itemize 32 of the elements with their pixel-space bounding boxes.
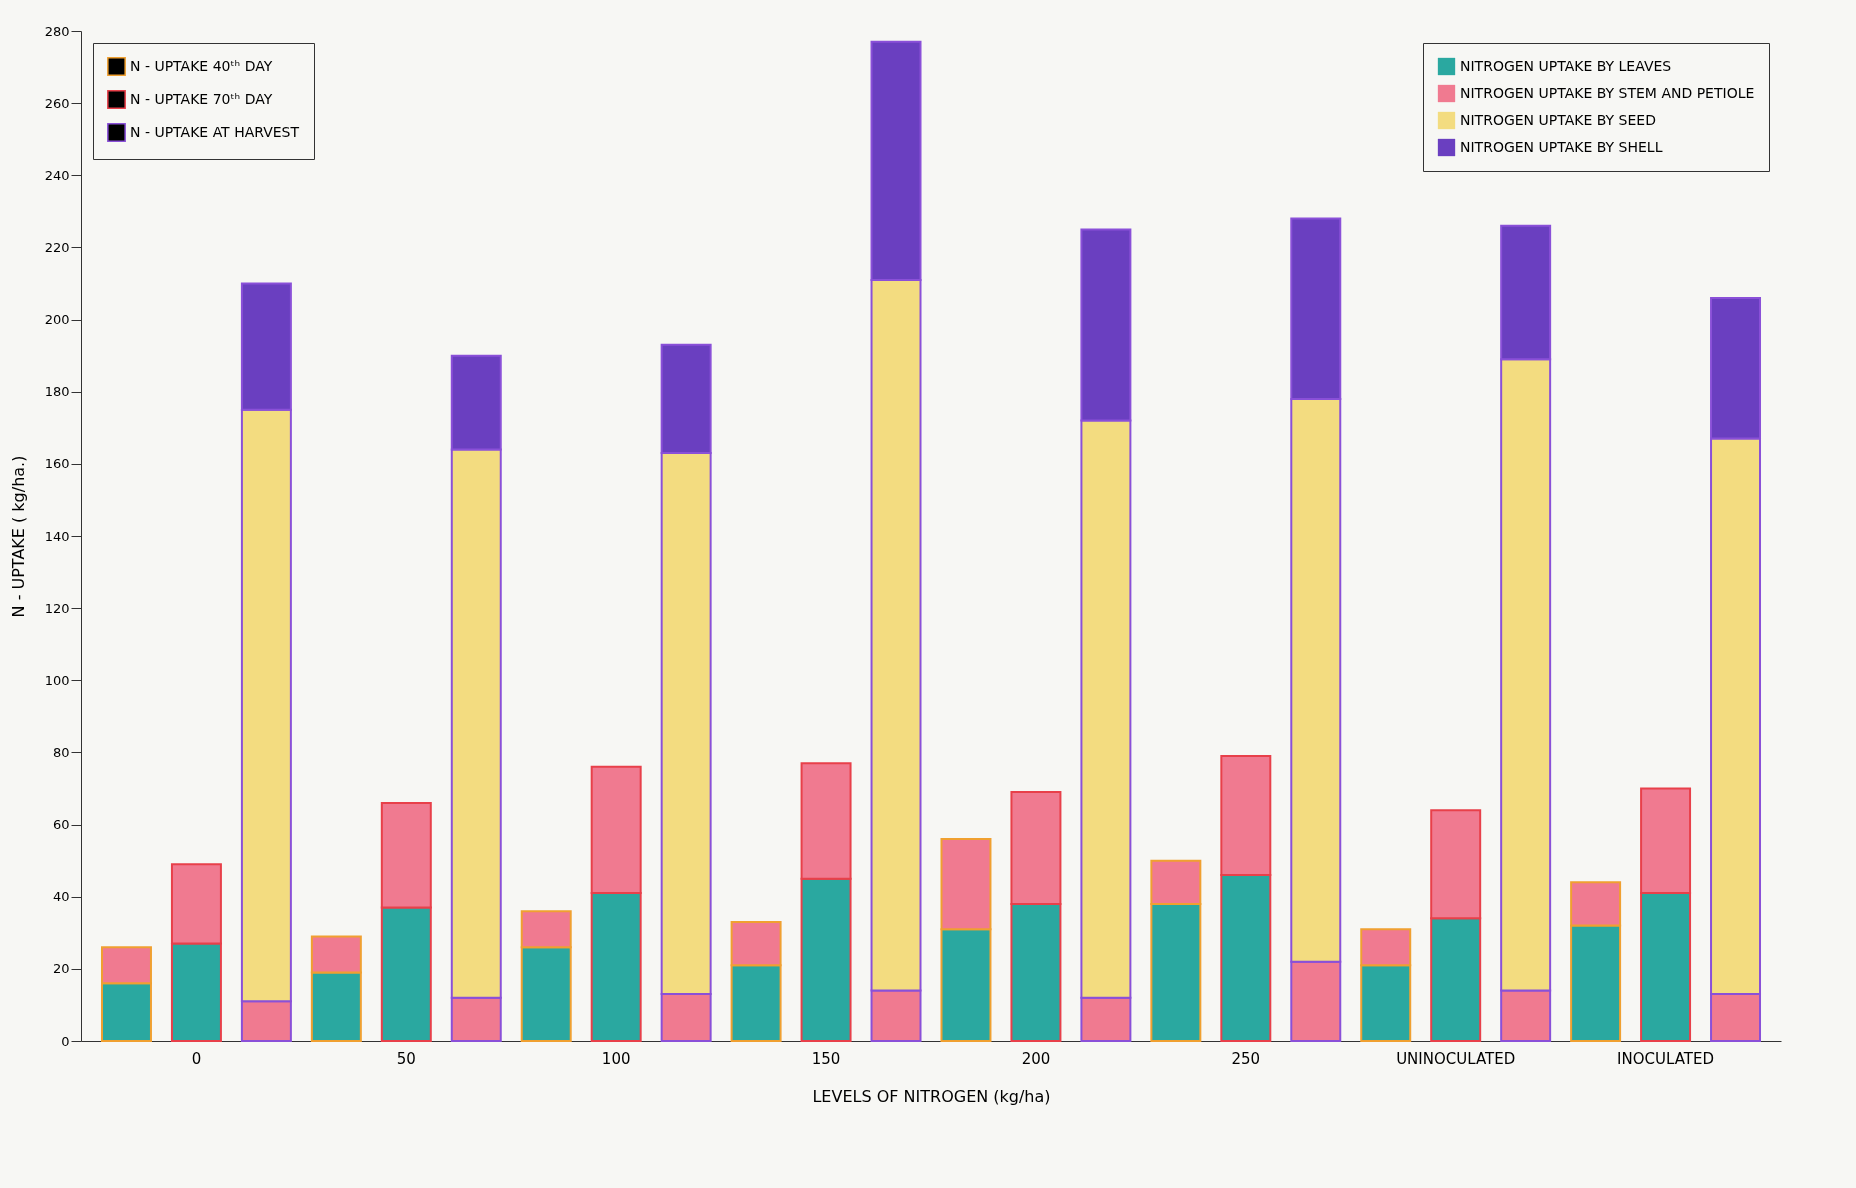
y-tick-label: 260 — [44, 95, 70, 111]
x-tick-label: 0 — [191, 1049, 202, 1068]
x-tick-label: UNINOCULATED — [1396, 1049, 1516, 1068]
y-tick-label: 220 — [44, 239, 70, 255]
y-axis-title: N - UPTAKE ( kg/ha.) — [8, 455, 28, 618]
legend-label: NITROGEN UPTAKE BY STEM AND PETIOLE — [1460, 84, 1755, 101]
legend-label: N - UPTAKE 40ᵗʰ DAY — [130, 57, 273, 74]
legend-label: NITROGEN UPTAKE BY SHELL — [1460, 138, 1663, 155]
y-tick-label: 100 — [44, 672, 70, 688]
legend-label: N - UPTAKE AT HARVEST — [130, 123, 300, 140]
x-tick-label: 100 — [601, 1049, 631, 1068]
y-tick-label: 80 — [52, 744, 70, 760]
x-tick-label: 50 — [396, 1049, 416, 1068]
y-tick-label: 60 — [52, 817, 70, 833]
legend-label: N - UPTAKE 70ᵗʰ DAY — [130, 90, 273, 107]
legend-label: NITROGEN UPTAKE BY LEAVES — [1460, 57, 1672, 74]
x-tick-label: 200 — [1021, 1049, 1051, 1068]
y-tick-label: 40 — [52, 889, 70, 905]
legend-label: NITROGEN UPTAKE BY SEED — [1460, 111, 1656, 128]
x-tick-label: 150 — [811, 1049, 841, 1068]
y-tick-label: 280 — [44, 23, 70, 39]
y-tick-label: 20 — [52, 961, 70, 977]
y-tick-label: 240 — [44, 167, 70, 183]
y-tick-label: 160 — [44, 456, 70, 472]
y-tick-label: 0 — [61, 1033, 70, 1049]
x-axis-title: LEVELS OF NITROGEN (kg/ha) — [812, 1086, 1051, 1106]
x-tick-label: INOCULATED — [1617, 1049, 1715, 1068]
y-tick-label: 200 — [44, 312, 70, 328]
y-tick-label: 180 — [44, 384, 70, 400]
y-tick-label: 120 — [44, 600, 70, 616]
x-tick-label: 250 — [1231, 1049, 1261, 1068]
y-tick-label: 140 — [44, 528, 70, 544]
